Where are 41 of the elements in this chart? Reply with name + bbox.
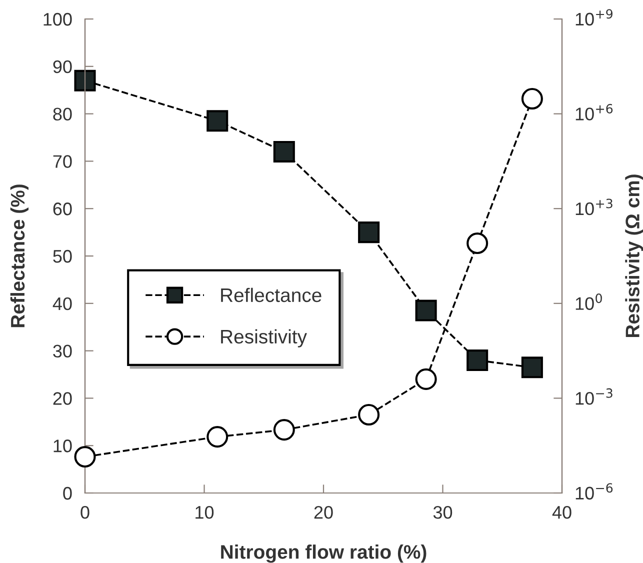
y-tick-label: 0	[63, 486, 72, 500]
legend-label: Reflectance	[221, 288, 322, 302]
y2-tick-label: 10$^{+3}$	[576, 198, 612, 216]
y-tick-label: 90	[53, 60, 72, 74]
point	[415, 300, 437, 322]
point	[358, 222, 380, 244]
point	[415, 368, 437, 390]
y-tick-label: 70	[53, 155, 72, 168]
y2-tick-label: 10$^{+9}$	[576, 9, 612, 26]
point	[74, 446, 96, 468]
y-tick-label: 80	[53, 108, 72, 121]
point	[466, 350, 488, 372]
point	[206, 110, 228, 132]
x-tick-label: 40	[552, 506, 572, 519]
point	[521, 356, 543, 378]
y2-tick-label: 10$^{−3}$	[576, 388, 612, 405]
y-tick-label: 20	[53, 392, 72, 405]
y2-tick-label: 10$^{−6}$	[576, 483, 613, 500]
y-tick-label: 40	[52, 297, 72, 310]
point	[466, 232, 488, 254]
y2-tick-label: 10$^{0}$	[576, 294, 602, 310]
y2-axis-title: Resistivity (Ω cm)	[625, 174, 643, 338]
y-tick-label: 10	[54, 440, 72, 452]
legend-label: Resistivity	[221, 329, 307, 348]
point	[74, 70, 96, 92]
y-tick-label: 50	[53, 250, 72, 263]
point	[273, 140, 295, 162]
x-axis-title: Nitrogen flow ratio (%)	[221, 544, 426, 563]
y-tick-label: 30	[53, 344, 72, 358]
point	[206, 426, 228, 448]
x-tick-label: 0	[80, 506, 90, 519]
point	[358, 404, 380, 426]
x-tick-label: 20	[314, 506, 333, 519]
x-tick-label: 30	[433, 506, 452, 519]
y2-tick-label: 10$^{+6}$	[576, 104, 613, 120]
point	[273, 419, 295, 441]
y-axis-title: Reflectance (%)	[10, 184, 28, 328]
x-tick-label: 10	[196, 506, 214, 519]
y-tick-label: 60	[53, 202, 72, 216]
y-tick-label: 100	[44, 12, 72, 26]
point	[521, 88, 543, 110]
